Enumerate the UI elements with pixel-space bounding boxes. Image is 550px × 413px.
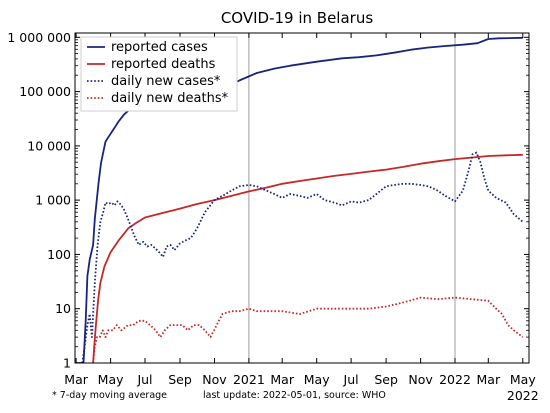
- plot-frame: [74, 32, 530, 364]
- footnote-moving-average: * 7-day moving average: [52, 390, 167, 401]
- legend: reported cases reported deaths daily new…: [80, 36, 238, 112]
- y-tick-label: 1: [63, 356, 71, 371]
- x-tick-label: Nov: [202, 372, 227, 387]
- y-tick-label: 100: [47, 247, 71, 262]
- legend-box: [80, 36, 238, 112]
- legend-item-daily-new-cases: daily new cases*: [87, 74, 221, 89]
- x-tick-label: Mar: [477, 372, 501, 387]
- legend-label: reported cases: [111, 40, 208, 55]
- y-tick-label: 10: [55, 301, 71, 316]
- x-tick-label: Jul: [136, 372, 152, 387]
- x-tick-label: Nov: [408, 372, 433, 387]
- series-daily-new-cases: [81, 151, 524, 363]
- x-tick-label: May: [510, 372, 536, 387]
- x-tick-label: Mar: [270, 372, 294, 387]
- footnote-last-update: last update: 2022-05-01, source: WHO: [203, 390, 386, 401]
- x-tick-label: Sep: [374, 372, 398, 387]
- legend-item-daily-new-deaths: daily new deaths*: [87, 91, 229, 106]
- x-tick-label: Mar: [64, 372, 88, 387]
- legend-label: daily new deaths*: [111, 91, 229, 106]
- x-tick-label: 2022: [439, 372, 471, 387]
- y-tick-label: 10 000: [27, 138, 71, 153]
- series-reported-deaths: [92, 153, 523, 363]
- x-tick-label: May: [98, 372, 124, 387]
- y-tick-label: 1 000: [35, 193, 71, 208]
- chart-title: COVID-19 in Belarus: [221, 9, 374, 27]
- x-year-label: 2022: [507, 388, 539, 403]
- gridlines: [248, 33, 456, 363]
- x-axis-ticks: Mar May Jul Sep Nov 2021 Mar May Jul Sep Nov 2022 Ma…: [64, 33, 539, 403]
- y-tick-label: 100 000: [19, 84, 71, 99]
- series-daily-new-deaths: [92, 296, 524, 363]
- x-tick-label: Sep: [168, 372, 192, 387]
- x-tick-label: Jul: [343, 372, 359, 387]
- legend-item-reported-cases: reported cases: [87, 40, 208, 55]
- y-tick-label: 1 000 000: [7, 30, 71, 45]
- x-tick-label: 2021: [233, 372, 265, 387]
- legend-label: reported deaths: [111, 57, 216, 72]
- legend-label: daily new cases*: [111, 74, 221, 89]
- legend-item-reported-deaths: reported deaths: [87, 57, 216, 72]
- x-tick-label: May: [304, 372, 330, 387]
